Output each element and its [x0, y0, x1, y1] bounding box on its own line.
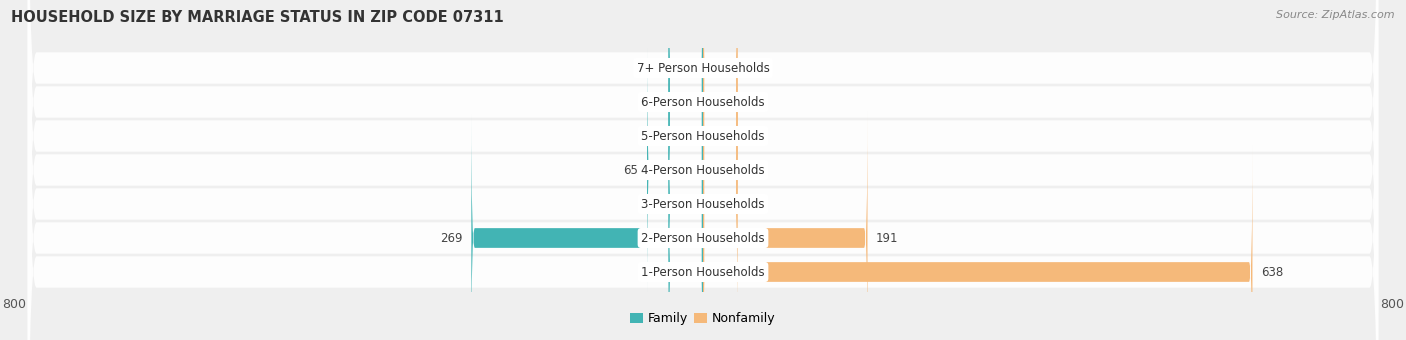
Text: 1-Person Households: 1-Person Households: [641, 266, 765, 278]
Text: 0: 0: [652, 266, 659, 278]
Text: 0: 0: [747, 96, 754, 108]
Text: 0: 0: [652, 96, 659, 108]
Text: Source: ZipAtlas.com: Source: ZipAtlas.com: [1277, 10, 1395, 20]
FancyBboxPatch shape: [28, 0, 1378, 340]
FancyBboxPatch shape: [703, 0, 738, 194]
Text: 6-Person Households: 6-Person Households: [641, 96, 765, 108]
Text: 3-Person Households: 3-Person Households: [641, 198, 765, 210]
Text: 0: 0: [747, 62, 754, 74]
FancyBboxPatch shape: [703, 0, 738, 228]
FancyBboxPatch shape: [647, 44, 703, 296]
FancyBboxPatch shape: [703, 78, 738, 330]
Text: 191: 191: [876, 232, 898, 244]
FancyBboxPatch shape: [703, 44, 738, 296]
FancyBboxPatch shape: [669, 10, 703, 262]
Text: 4-Person Households: 4-Person Households: [641, 164, 765, 176]
Text: 0: 0: [652, 130, 659, 142]
FancyBboxPatch shape: [669, 78, 703, 330]
FancyBboxPatch shape: [28, 0, 1378, 340]
Text: 7+ Person Households: 7+ Person Households: [637, 62, 769, 74]
FancyBboxPatch shape: [669, 0, 703, 194]
FancyBboxPatch shape: [28, 0, 1378, 340]
Legend: Family, Nonfamily: Family, Nonfamily: [626, 307, 780, 330]
FancyBboxPatch shape: [28, 0, 1378, 340]
Text: 0: 0: [652, 62, 659, 74]
Text: 638: 638: [1261, 266, 1284, 278]
Text: 65: 65: [623, 164, 638, 176]
FancyBboxPatch shape: [28, 0, 1378, 340]
Text: 0: 0: [747, 130, 754, 142]
Text: 2-Person Households: 2-Person Households: [641, 232, 765, 244]
FancyBboxPatch shape: [669, 146, 703, 340]
FancyBboxPatch shape: [703, 112, 868, 340]
Text: 0: 0: [652, 198, 659, 210]
Text: HOUSEHOLD SIZE BY MARRIAGE STATUS IN ZIP CODE 07311: HOUSEHOLD SIZE BY MARRIAGE STATUS IN ZIP…: [11, 10, 503, 25]
FancyBboxPatch shape: [28, 0, 1378, 340]
Text: 269: 269: [440, 232, 463, 244]
FancyBboxPatch shape: [703, 146, 1253, 340]
Text: 0: 0: [747, 198, 754, 210]
FancyBboxPatch shape: [28, 0, 1378, 340]
FancyBboxPatch shape: [703, 10, 738, 262]
FancyBboxPatch shape: [669, 0, 703, 228]
Text: 0: 0: [747, 164, 754, 176]
Text: 5-Person Households: 5-Person Households: [641, 130, 765, 142]
FancyBboxPatch shape: [471, 112, 703, 340]
